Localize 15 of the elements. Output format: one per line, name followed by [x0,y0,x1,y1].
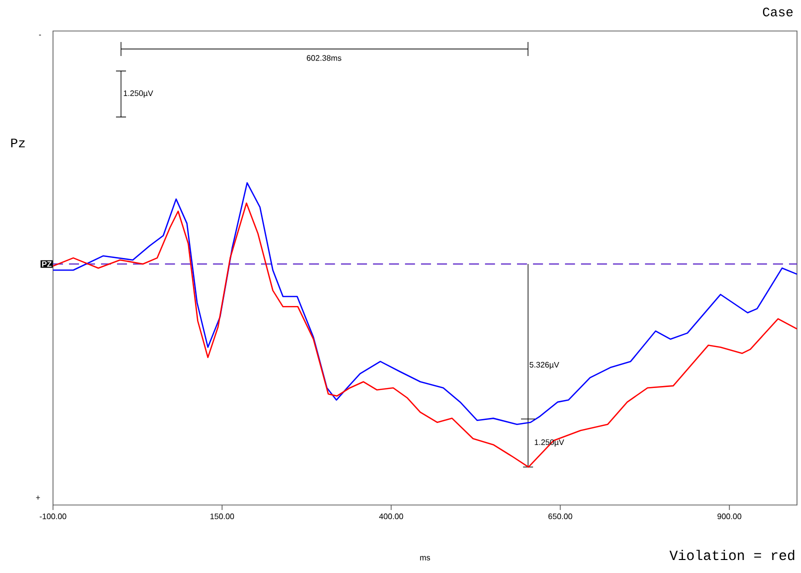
ref-line-label: PZ [42,261,52,267]
text: Violation = red [670,550,794,560]
text: - [39,34,41,36]
x-tick-label: -100.00 [40,514,66,520]
text: 602.38ms [306,55,342,61]
x-tick-label: 150.00 [210,514,234,520]
x-tick-label: 650.00 [548,514,572,520]
x-tick-label: 900.00 [718,514,742,520]
text: Pz [11,138,25,148]
x-axis-title: ms [420,556,430,560]
text: Case [762,8,793,16]
text: + [36,496,40,500]
ref-line-label: 5.326µV [530,362,560,370]
text: 1.250µV [124,90,154,98]
x-tick-label: 400.00 [379,514,404,520]
